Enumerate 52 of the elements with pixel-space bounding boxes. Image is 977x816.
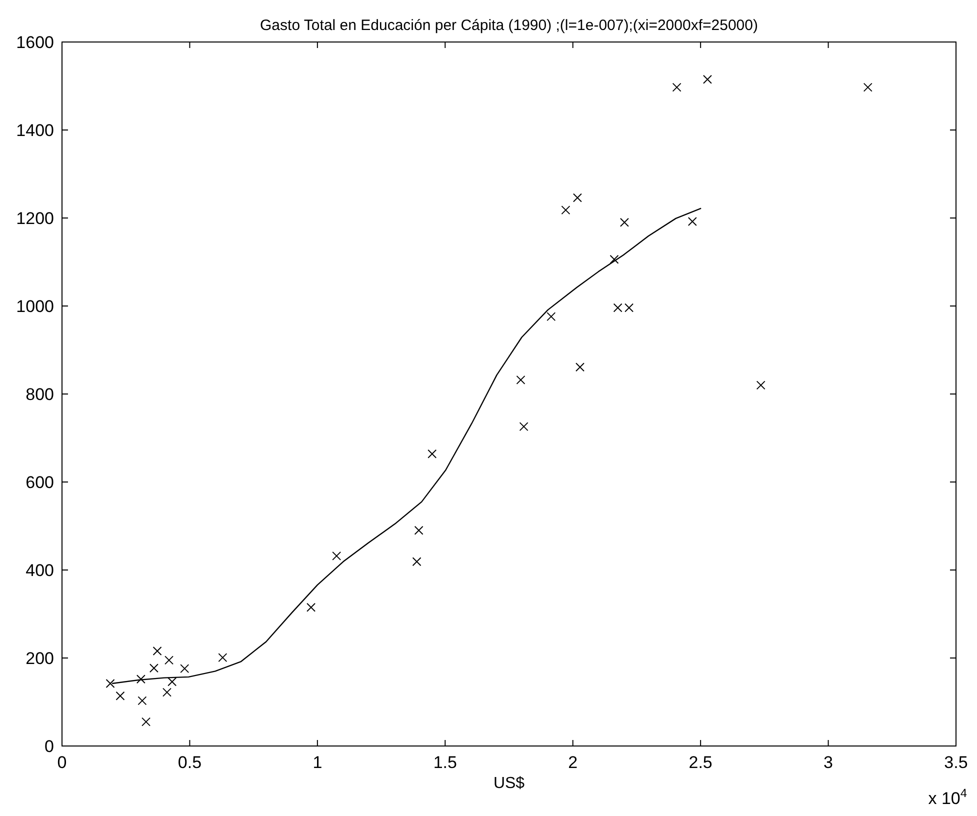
point bbox=[863, 82, 872, 92]
point bbox=[620, 218, 629, 227]
point bbox=[180, 664, 190, 674]
point bbox=[412, 557, 422, 566]
point bbox=[756, 380, 766, 390]
chart-title: Gasto Total en Educación per Cápita (1990) ;(l=1e-007);(xi=2000xf=25000) bbox=[260, 17, 758, 34]
y-tick-label: 400 bbox=[26, 561, 54, 580]
point bbox=[168, 677, 177, 686]
text: x 10$^{4}$ bbox=[928, 786, 968, 808]
point bbox=[546, 312, 556, 322]
x-tick-label: 1.5 bbox=[433, 753, 457, 772]
point bbox=[610, 254, 619, 264]
y-tick-label: 1200 bbox=[16, 209, 54, 228]
x-tick-label: 0 bbox=[57, 753, 67, 772]
point bbox=[688, 217, 697, 226]
y-tick-label: 1600 bbox=[16, 33, 54, 52]
point bbox=[306, 602, 316, 612]
point bbox=[164, 656, 174, 665]
point bbox=[572, 193, 582, 202]
y-tick-label: 200 bbox=[26, 649, 54, 668]
point bbox=[162, 688, 172, 697]
point bbox=[138, 696, 147, 706]
x-tick-label: 0.5 bbox=[178, 753, 202, 772]
point bbox=[136, 674, 146, 684]
point bbox=[116, 691, 125, 700]
x-tick-label: 2 bbox=[568, 753, 578, 772]
x-tick-label: 3.5 bbox=[944, 753, 968, 772]
point bbox=[218, 653, 228, 662]
point bbox=[152, 646, 162, 656]
point bbox=[142, 717, 151, 726]
point bbox=[428, 449, 437, 458]
x-tick-label: 2.5 bbox=[688, 753, 712, 772]
point bbox=[332, 551, 342, 560]
point bbox=[106, 679, 115, 688]
x-tick-label: 1 bbox=[312, 753, 322, 772]
point bbox=[516, 375, 526, 384]
point bbox=[561, 206, 570, 215]
y-tick-label: 800 bbox=[26, 385, 54, 404]
y-tick-label: 1000 bbox=[16, 297, 54, 316]
y-tick-label: 0 bbox=[44, 737, 54, 756]
y-tick-label: 600 bbox=[26, 473, 54, 492]
point bbox=[414, 526, 424, 535]
point bbox=[613, 303, 622, 312]
point bbox=[624, 303, 634, 312]
point bbox=[672, 82, 682, 92]
x-axis-title: US$ bbox=[493, 775, 525, 792]
point bbox=[519, 422, 528, 432]
point bbox=[576, 362, 585, 372]
point bbox=[702, 74, 712, 84]
point bbox=[149, 664, 158, 673]
x-tick-label: 3 bbox=[824, 753, 834, 772]
y-tick-label: 1400 bbox=[16, 121, 54, 140]
